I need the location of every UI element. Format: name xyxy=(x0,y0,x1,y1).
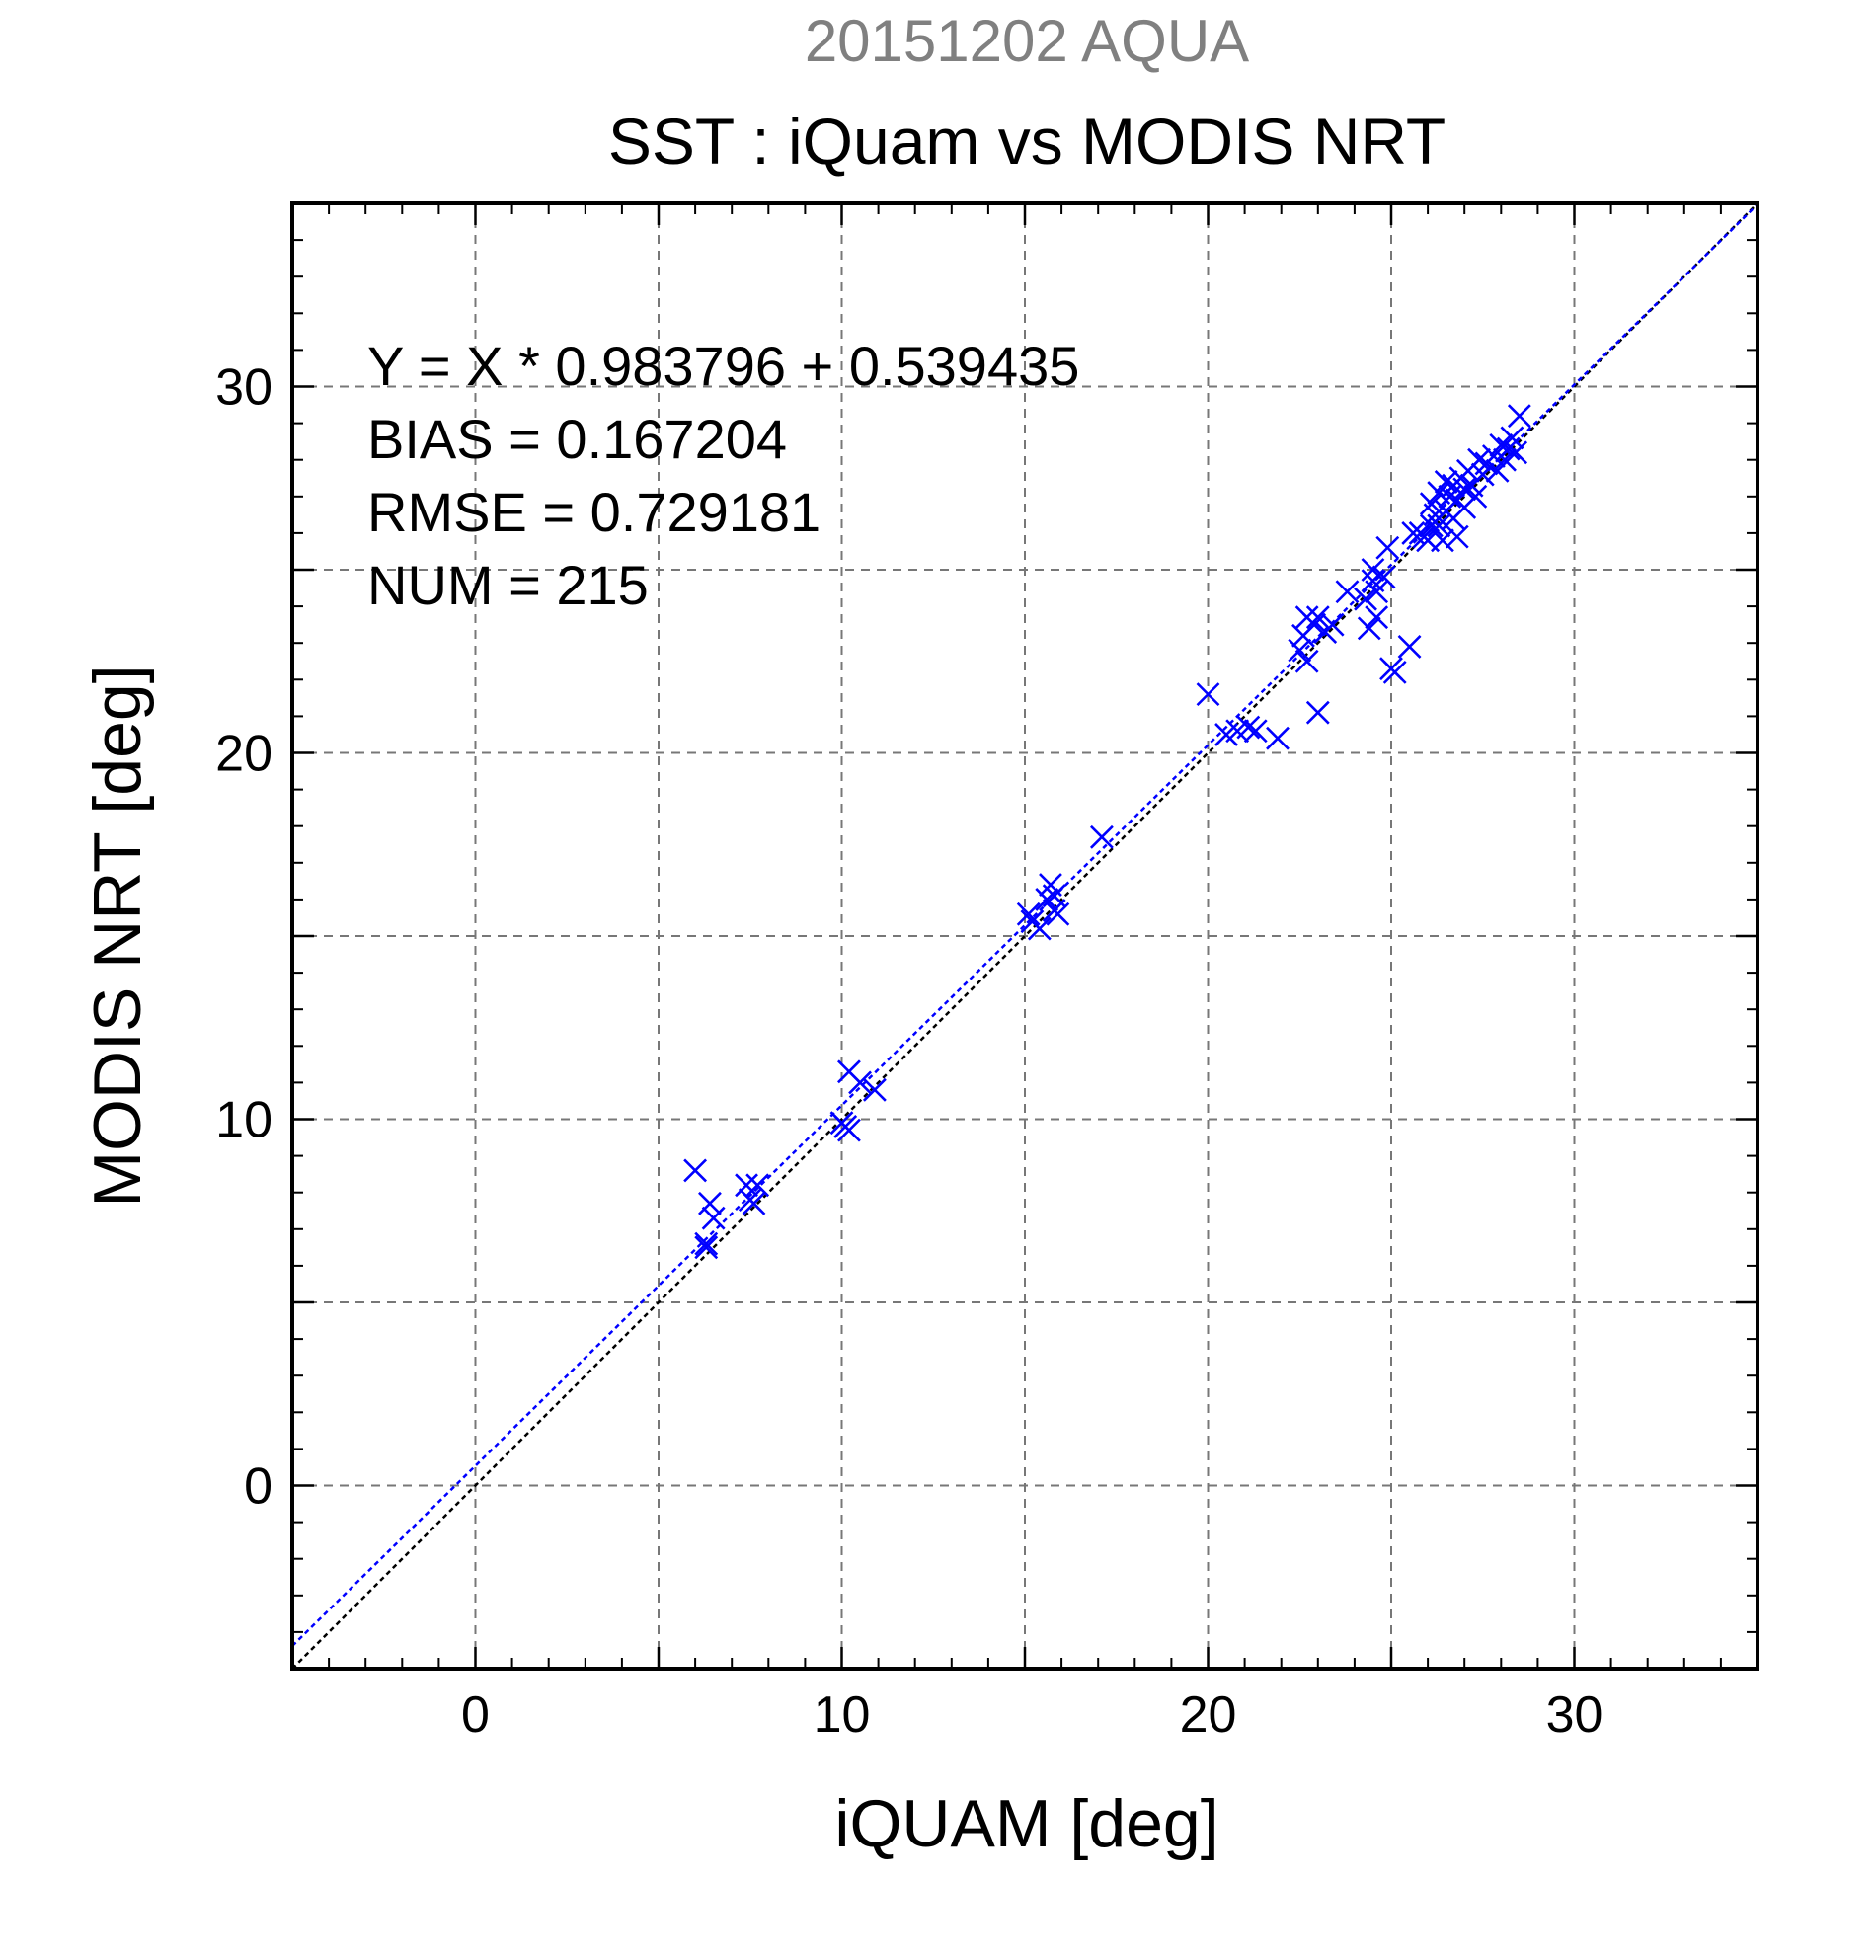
data-point-marker xyxy=(1463,484,1488,509)
data-point-marker xyxy=(837,1118,861,1142)
annotation-num: NUM = 215 xyxy=(367,554,649,616)
y-tick-label: 20 xyxy=(215,726,273,783)
data-point-marker xyxy=(1035,887,1059,911)
data-point-marker xyxy=(1427,513,1451,538)
data-point-marker xyxy=(1500,426,1524,450)
data-point-marker xyxy=(1371,565,1396,589)
x-tick-label: 0 xyxy=(461,1686,490,1744)
x-axis-label: iQUAM [deg] xyxy=(834,1786,1218,1861)
data-point-marker xyxy=(1357,616,1381,641)
data-point-marker xyxy=(1027,916,1052,941)
annotation-bias: BIAS = 0.167204 xyxy=(367,408,787,470)
chart-subtitle: 20151202 AQUA xyxy=(805,8,1249,74)
data-point-marker xyxy=(1266,726,1290,750)
chart-title: SST : iQuam vs MODIS NRT xyxy=(608,105,1446,178)
y-axis-label: MODIS NRT [deg] xyxy=(80,665,155,1207)
data-point-marker xyxy=(1452,477,1477,502)
data-point-marker xyxy=(1365,580,1389,604)
data-point-marker xyxy=(1397,634,1422,659)
data-point-marker xyxy=(1042,884,1066,908)
x-tick-label: 30 xyxy=(1546,1686,1603,1744)
data-points xyxy=(683,404,1531,1260)
data-point-marker xyxy=(694,1231,719,1256)
data-point-marker xyxy=(1507,404,1531,429)
data-point-marker xyxy=(1016,902,1041,926)
data-point-marker xyxy=(1431,528,1454,553)
data-point-marker xyxy=(1288,638,1312,663)
data-point-marker xyxy=(1361,558,1385,582)
data-point-marker xyxy=(862,1077,887,1102)
data-point-marker xyxy=(1375,535,1400,560)
reference-lines xyxy=(291,202,1759,1670)
x-tick-label: 20 xyxy=(1180,1686,1237,1744)
stats-annotations: Y = X * 0.983796 + 0.539435 BIAS = 0.167… xyxy=(367,335,1079,616)
data-point-marker xyxy=(1320,612,1345,637)
annotation-rmse: RMSE = 0.729181 xyxy=(367,481,821,543)
regression-line xyxy=(291,203,1759,1647)
data-point-marker xyxy=(683,1158,708,1183)
data-point-marker xyxy=(1354,587,1377,611)
y-tick-label: 10 xyxy=(215,1092,273,1149)
data-point-marker xyxy=(1485,458,1510,483)
data-point-marker xyxy=(1089,824,1114,849)
identity-line xyxy=(291,202,1759,1670)
data-point-marker xyxy=(1196,682,1220,707)
y-tick-labels: 0 10 20 30 xyxy=(215,359,273,1516)
data-point-marker xyxy=(1445,524,1469,549)
data-point-marker xyxy=(1504,440,1528,465)
data-point-marker xyxy=(1335,580,1360,604)
x-tick-label: 10 xyxy=(814,1686,871,1744)
data-point-marker xyxy=(694,1235,719,1260)
data-point-marker xyxy=(698,1191,722,1215)
data-point-marker xyxy=(1294,649,1319,673)
data-point-marker xyxy=(1305,700,1330,725)
data-point-marker xyxy=(1489,432,1514,457)
x-tick-labels: 0 10 20 30 xyxy=(461,1686,1602,1744)
data-point-marker xyxy=(1243,719,1268,744)
data-point-marker xyxy=(1046,902,1070,926)
data-point-marker xyxy=(1305,605,1330,630)
data-point-marker xyxy=(745,1173,770,1198)
annotation-regression: Y = X * 0.983796 + 0.539435 xyxy=(367,335,1079,397)
y-tick-label: 0 xyxy=(244,1458,273,1516)
data-point-marker xyxy=(1365,605,1389,630)
grid xyxy=(292,203,1758,1669)
data-point-marker xyxy=(701,1206,726,1230)
data-point-marker xyxy=(1382,660,1407,684)
data-point-marker xyxy=(735,1173,758,1198)
data-point-marker xyxy=(1467,447,1491,472)
data-point-marker xyxy=(1302,612,1327,637)
data-point-marker xyxy=(848,1070,872,1095)
plot-frame xyxy=(290,201,1759,1671)
y-tick-label: 30 xyxy=(215,359,273,417)
data-point-marker xyxy=(1236,715,1261,740)
data-point-marker xyxy=(742,1191,766,1215)
data-point-marker xyxy=(1434,470,1458,494)
